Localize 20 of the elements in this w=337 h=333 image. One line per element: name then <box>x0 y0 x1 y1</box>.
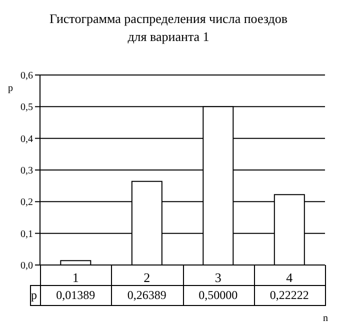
y-tick-label: 0,5 <box>20 102 33 114</box>
y-axis-title: p <box>8 83 13 94</box>
x-tick-label: 1 <box>72 270 79 286</box>
y-tick-label: 0,1 <box>20 228 33 240</box>
bar <box>60 260 92 265</box>
x-axis-title: n <box>323 313 328 324</box>
data-label: 0,22222 <box>268 288 310 303</box>
chart-title: Гистограмма распределения числа поездов для варианта 1 <box>48 10 289 46</box>
y-tick-label: 0,6 <box>20 70 33 82</box>
y-tick-label: 0,4 <box>20 134 33 145</box>
data-label: 0,50000 <box>198 288 239 303</box>
x-tick-label: 3 <box>214 270 222 286</box>
x-tick-label: 4 <box>286 270 294 286</box>
y-tick-label: 0,2 <box>20 197 33 208</box>
x-tick-label: 2 <box>144 270 150 286</box>
y-tick-label: 0,0 <box>20 260 33 272</box>
y-tick-label: 0,3 <box>20 166 33 177</box>
data-label: 0,01389 <box>55 288 96 303</box>
text: p <box>31 288 37 303</box>
data-label: 0,26389 <box>126 288 168 303</box>
